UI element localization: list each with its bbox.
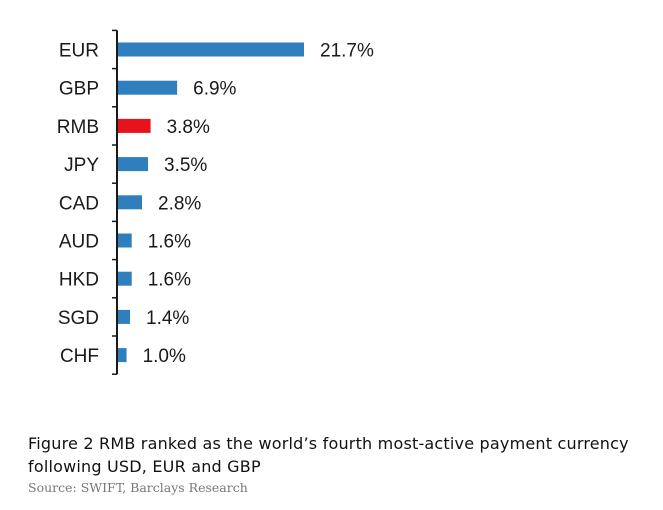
bars-layer (118, 42, 304, 363)
category-label-hkd: HKD (59, 270, 99, 291)
axis-layer (112, 29, 118, 375)
bar-rmb (118, 118, 151, 133)
category-label-rmb: RMB (57, 117, 99, 138)
value-label-sgd: 1.4% (146, 308, 189, 329)
bar-eur (118, 42, 304, 57)
bar-gbp (118, 80, 178, 95)
category-label-jpy: JPY (64, 155, 99, 176)
value-label-chf: 1.0% (143, 346, 186, 367)
value-label-hkd: 1.6% (148, 270, 191, 291)
bar-sgd (118, 309, 130, 324)
value-label-cad: 2.8% (158, 193, 201, 214)
category-label-gbp: GBP (59, 79, 99, 100)
figure-caption: Figure 2 RMB ranked as the world’s fourt… (28, 434, 629, 476)
value-label-jpy: 3.5% (164, 155, 207, 176)
bar-hkd (118, 271, 132, 286)
value-label-aud: 1.6% (148, 232, 191, 253)
bar-jpy (118, 157, 148, 172)
category-label-cad: CAD (59, 193, 99, 214)
bar-chart: EUR 21.7% GBP 6.9% RMB 3.8% JPY 3.5% CAD 2.8% AUD 1… (57, 29, 374, 375)
category-label-eur: EUR (59, 41, 99, 62)
category-label-sgd: SGD (58, 308, 99, 329)
bar-chf (118, 348, 127, 363)
value-label-gbp: 6.9% (193, 79, 236, 100)
bar-aud (118, 233, 132, 248)
value-label-eur: 21.7% (320, 41, 374, 62)
bar-cad (118, 195, 142, 210)
figure-source: Source: SWIFT, Barclays Research (28, 480, 248, 495)
value-label-rmb: 3.8% (167, 117, 210, 138)
category-label-aud: AUD (59, 232, 99, 253)
category-label-chf: CHF (60, 346, 99, 367)
labels-layer: EUR 21.7% GBP 6.9% RMB 3.8% JPY 3.5% CAD 2.8% AUD 1… (57, 41, 374, 368)
